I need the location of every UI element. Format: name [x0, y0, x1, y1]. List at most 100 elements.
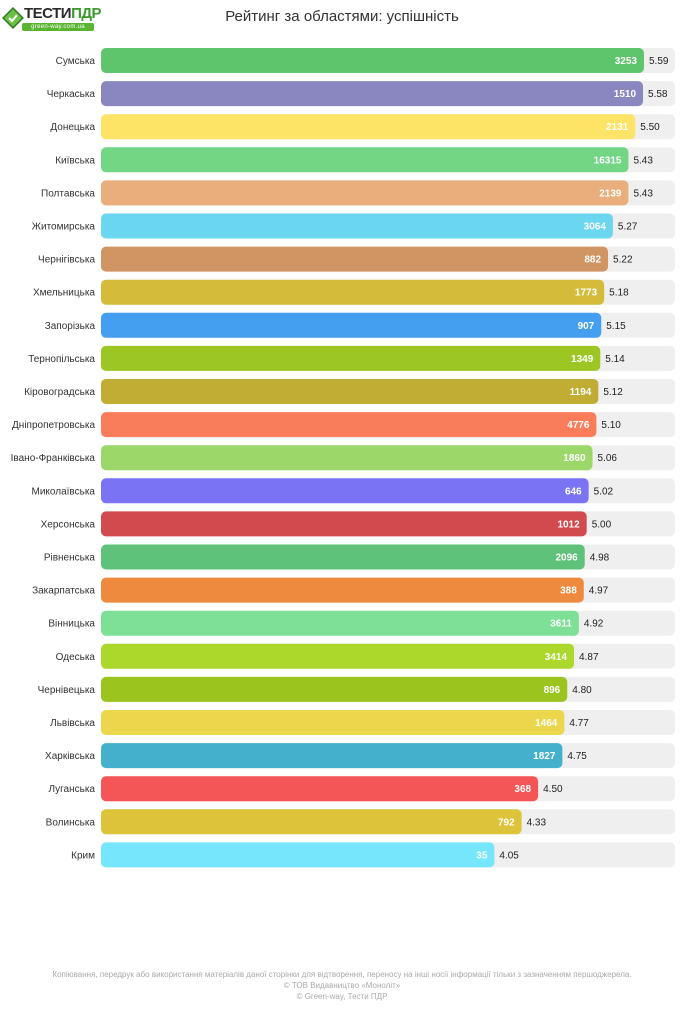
bar-count-label: 1349 [571, 354, 594, 365]
category-label: Миколаївська [32, 486, 96, 497]
bar [101, 246, 609, 272]
bar-count-label: 2139 [599, 188, 622, 199]
category-label: Житомирська [32, 222, 96, 233]
category-label: Хмельницька [33, 288, 95, 299]
bar-count-label: 1464 [535, 718, 558, 729]
category-label: Тернопільська [28, 354, 95, 365]
bar-value-label: 4.33 [527, 817, 547, 828]
footer-publisher: © ТОВ Видавництво «Моноліт» [283, 981, 401, 990]
category-label: Чернівецька [38, 685, 96, 696]
bar-value-label: 4.97 [589, 586, 609, 597]
bar-value-label: 5.50 [640, 122, 660, 133]
category-label: Волинська [46, 817, 96, 828]
bar [101, 445, 593, 471]
bar-count-label: 1860 [563, 453, 586, 464]
bar-value-label: 5.22 [613, 255, 633, 266]
bar-count-label: 1773 [575, 288, 598, 299]
bar-count-label: 3611 [550, 619, 572, 630]
bar-value-label: 5.43 [633, 155, 653, 166]
bar-value-label: 5.43 [633, 188, 653, 199]
bar [101, 412, 597, 438]
bar-value-label: 4.87 [579, 652, 599, 663]
logo-domain: green-way.com.ua [22, 23, 94, 31]
category-label: Чернігівська [38, 255, 95, 266]
bar-value-label: 4.05 [499, 850, 519, 861]
bar [101, 776, 539, 802]
bar [101, 643, 575, 669]
bar-value-label: 4.98 [590, 553, 610, 564]
category-label: Івано-Франківська [11, 453, 96, 464]
category-label: Крим [71, 850, 95, 861]
bar [101, 809, 522, 835]
footer: Копіювання, передрук або використання ма… [0, 969, 684, 1002]
category-label: Дніпропетровська [12, 420, 95, 431]
category-label: Херсонська [41, 519, 96, 530]
category-label: Харківська [45, 751, 95, 762]
category-label: Вінницька [48, 619, 95, 630]
category-label: Луганська [48, 784, 95, 795]
bar [101, 345, 601, 371]
bar-count-label: 4776 [567, 420, 590, 431]
bar-value-label: 5.02 [594, 486, 614, 497]
bar-count-label: 388 [560, 586, 577, 597]
bar [101, 511, 587, 537]
bar-count-label: 1012 [557, 519, 580, 530]
bar-count-label: 2096 [555, 553, 578, 564]
bar-value-label: 5.10 [601, 420, 621, 431]
bar-count-label: 2131 [606, 122, 629, 133]
bar [101, 610, 579, 636]
bar [101, 147, 629, 173]
bar-chart: Сумська 3253 5.59 Черкаська 1510 5.58 Донецька… [11, 48, 675, 868]
bar-value-label: 4.50 [543, 784, 563, 795]
footer-copy-notice: Копіювання, передрук або використання ма… [52, 970, 632, 979]
bar-value-label: 5.06 [598, 453, 618, 464]
bar [101, 312, 602, 338]
category-label: Київська [55, 155, 95, 166]
bar-count-label: 3253 [615, 56, 638, 67]
bar [101, 544, 585, 570]
chart-title: Рейтинг за областями: успішність [225, 8, 459, 25]
footer-brand: © Green-way, Тести ПДР [296, 992, 388, 1001]
bar-value-label: 5.15 [606, 321, 626, 332]
bar [101, 279, 605, 305]
logo-diamond-icon [2, 7, 24, 29]
category-label: Кіровоградська [24, 387, 95, 398]
bar-count-label: 646 [565, 486, 582, 497]
category-label: Донецька [50, 122, 95, 133]
category-label: Черкаська [47, 89, 96, 100]
bar-count-label: 1827 [533, 751, 556, 762]
bar [101, 81, 644, 107]
bar-value-label: 4.75 [567, 751, 587, 762]
bar-count-label: 3064 [584, 222, 607, 233]
logo[interactable]: ТЕСТИПДР green-way.com.ua [2, 4, 102, 32]
category-label: Закарпатська [32, 586, 95, 597]
bar-value-label: 5.18 [609, 288, 629, 299]
category-label: Рівненська [44, 553, 96, 564]
bar [101, 213, 613, 239]
bar [101, 379, 599, 404]
bar-value-label: 5.00 [592, 519, 612, 530]
bar [101, 842, 495, 868]
bar-count-label: 35 [476, 850, 488, 861]
bar [101, 577, 584, 603]
bar-value-label: 5.58 [648, 89, 668, 100]
logo-brand: ТЕСТИПДР [24, 5, 102, 22]
bar-value-label: 4.77 [569, 718, 589, 729]
category-label: Львівська [50, 718, 95, 729]
bar-count-label: 882 [584, 255, 601, 266]
bar-count-label: 907 [578, 321, 595, 332]
bar [101, 710, 565, 735]
bar-value-label: 5.59 [649, 56, 669, 67]
category-label: Сумська [56, 56, 96, 67]
bar [101, 114, 636, 140]
bar-value-label: 5.12 [603, 387, 623, 398]
bar-value-label: 4.80 [572, 685, 592, 696]
bar [101, 180, 629, 206]
bar-count-label: 792 [498, 817, 515, 828]
bar-value-label: 5.27 [618, 222, 638, 233]
bar [101, 743, 563, 769]
bar-value-label: 4.92 [584, 619, 604, 630]
logo-brand-part2: ПДР [71, 5, 102, 22]
bar-count-label: 1510 [614, 89, 637, 100]
category-label: Одеська [56, 652, 96, 663]
